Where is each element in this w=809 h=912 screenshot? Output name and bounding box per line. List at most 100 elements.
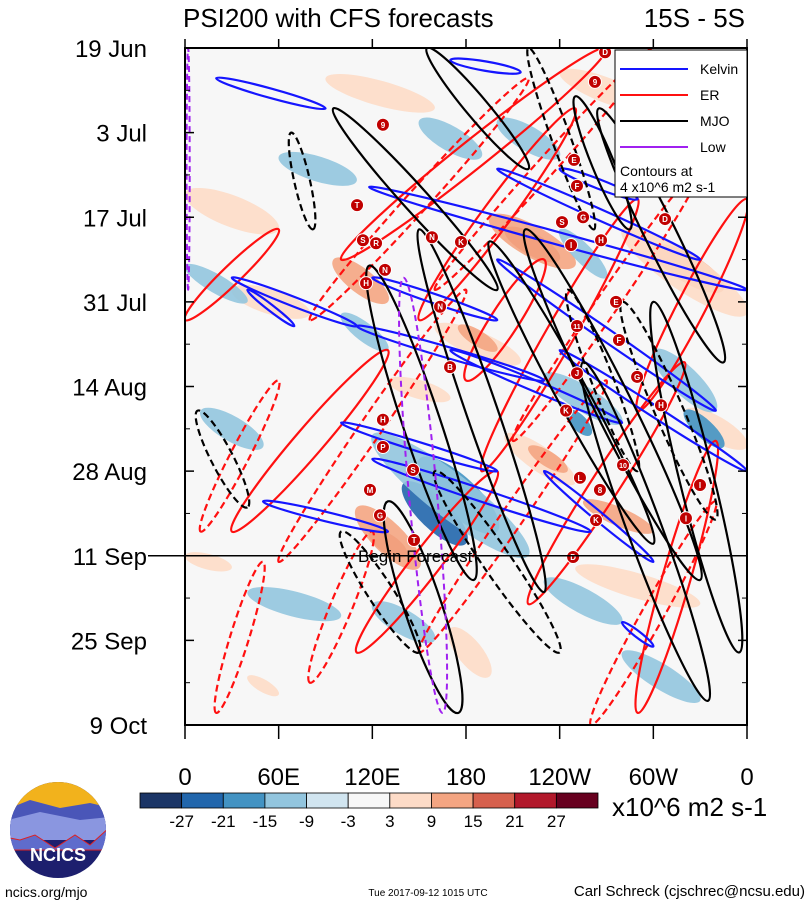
storm-label: N xyxy=(382,266,388,275)
storm-marker: F xyxy=(611,332,626,347)
storm-label: 9 xyxy=(593,78,598,87)
storm-marker: T xyxy=(350,198,365,213)
author-credit: Carl Schreck (cjschrec@ncsu.edu) xyxy=(574,883,805,900)
storm-marker: H xyxy=(653,398,668,413)
storm-marker: N xyxy=(424,230,439,245)
storm-marker: L xyxy=(572,470,587,485)
colorbar-swatch xyxy=(264,792,307,809)
shading-blob xyxy=(575,564,701,608)
low-contour xyxy=(185,48,191,291)
x-tick-label: 120W xyxy=(528,764,591,791)
storm-marker: I xyxy=(693,478,708,493)
storm-label: D xyxy=(602,48,608,57)
storm-marker: K xyxy=(559,403,574,418)
mjo-contour-positive xyxy=(572,95,633,231)
colorbar-swatch xyxy=(181,792,224,809)
tropical-cyclone-icon xyxy=(559,403,574,418)
storm-marker: S xyxy=(555,215,570,230)
er-contour-positive xyxy=(463,257,547,383)
tropical-cyclone-icon xyxy=(678,511,693,526)
storm-label: R xyxy=(373,239,379,248)
er-contour-negative xyxy=(198,379,281,533)
storm-marker: G xyxy=(630,369,645,384)
mjo-contour-positive xyxy=(416,228,547,594)
legend-label-er: ER xyxy=(700,87,719,103)
tropical-cyclone-icon xyxy=(406,462,421,477)
storm-label: K xyxy=(458,238,464,247)
storm-label: S xyxy=(410,466,416,475)
storm-label: E xyxy=(571,156,577,165)
shading-blob xyxy=(371,601,436,644)
mjo-contour-positive xyxy=(487,240,656,545)
tropical-cyclone-icon xyxy=(454,235,469,250)
tropical-cyclone-icon xyxy=(569,319,584,334)
low-contour xyxy=(398,276,449,714)
colorbar: -27 -21 -15 -9 -3 3 9 15 21 27 xyxy=(139,792,599,831)
shading-blob xyxy=(247,675,279,697)
tropical-cyclone-icon xyxy=(375,117,390,132)
tropical-cyclone-icon xyxy=(407,533,422,548)
mjo-contours xyxy=(194,48,744,715)
storm-label: G xyxy=(377,511,383,520)
er-contour-positive xyxy=(339,48,608,262)
website-link[interactable]: ncics.org/mjo xyxy=(5,884,88,900)
colorbar-label: 9 xyxy=(427,812,436,831)
colorbar-label: -3 xyxy=(341,812,356,831)
storm-marker: 9 xyxy=(375,117,390,132)
storm-marker: G xyxy=(372,508,387,523)
y-tick-label: 9 Oct xyxy=(90,713,148,740)
storm-marker: F xyxy=(569,178,584,193)
colorbar-label: 3 xyxy=(385,812,394,831)
storm-marker: D xyxy=(566,549,581,564)
kelvin-contour xyxy=(558,167,639,201)
low-contours xyxy=(185,48,449,714)
storm-marker: R xyxy=(369,236,384,251)
shading-blob xyxy=(387,376,451,403)
storm-marker: I xyxy=(678,511,693,526)
x-tick-label: 0 xyxy=(740,764,753,791)
storm-label: 8 xyxy=(598,486,603,495)
storm-label: M xyxy=(367,486,374,495)
y-tick-label: 28 Aug xyxy=(72,459,147,486)
shading-blob xyxy=(448,627,492,678)
legend-note-line1: Contours at xyxy=(620,163,692,179)
colorbar-swatch xyxy=(514,792,557,809)
storm-marker: K xyxy=(454,235,469,250)
storm-label: G xyxy=(580,213,586,222)
mjo-contour-negative xyxy=(526,48,597,231)
shading-blob xyxy=(325,74,435,113)
tropical-cyclone-icon xyxy=(375,439,390,454)
x-tick-label: 60E xyxy=(257,764,300,791)
storm-label: K xyxy=(563,407,569,416)
tropical-cyclone-icon xyxy=(566,549,581,564)
logo-text: NCICS xyxy=(30,845,86,865)
colorbar-swatch xyxy=(306,792,349,809)
tropical-cyclone-icon xyxy=(576,210,591,225)
mjo-contour-negative xyxy=(287,131,317,231)
legend-label-low: Low xyxy=(700,139,727,155)
tropical-cyclone-icon xyxy=(589,513,604,528)
legend-note-line2: 4 x10^6 m2 s-1 xyxy=(620,179,715,195)
tropical-cyclone-icon xyxy=(616,458,631,473)
tropical-cyclone-icon xyxy=(350,198,365,213)
storm-label: 11 xyxy=(573,324,581,331)
storm-marker: M xyxy=(362,482,377,497)
kelvin-contour xyxy=(246,288,296,328)
storm-marker: D xyxy=(658,212,673,227)
colorbar-swatch xyxy=(347,792,391,809)
storm-marker: N xyxy=(377,262,392,277)
tropical-cyclone-icon xyxy=(362,482,377,497)
tropical-cyclone-icon xyxy=(594,233,609,248)
tropical-cyclone-icon xyxy=(359,276,374,291)
shading-blob xyxy=(185,263,248,304)
storm-marker: B xyxy=(443,360,458,375)
legend: Kelvin ER MJO Low Contours at 4 x10^6 m2 s-… xyxy=(614,49,748,198)
storm-marker: H xyxy=(375,412,390,427)
x-tick-label: 120E xyxy=(344,764,400,791)
legend-box xyxy=(614,49,748,198)
kelvin-contour xyxy=(371,457,593,534)
tropical-cyclone-icon xyxy=(658,212,673,227)
storm-marker: G xyxy=(576,210,591,225)
colorbar-label: 15 xyxy=(464,812,483,831)
